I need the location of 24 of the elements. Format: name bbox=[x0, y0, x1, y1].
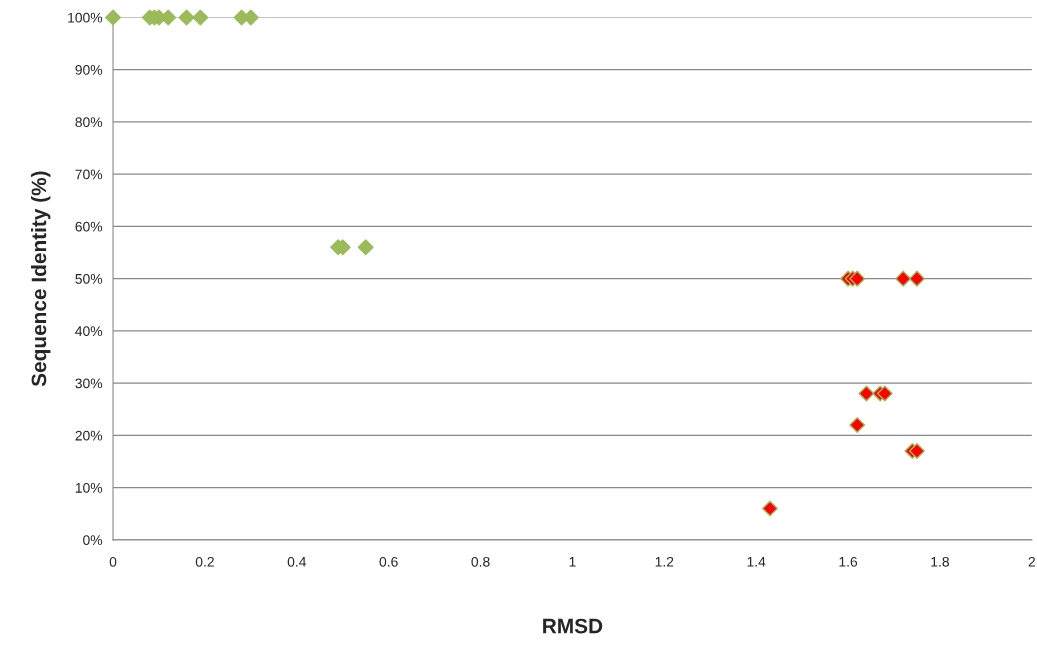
y-axis-title: Sequence Identity (%) bbox=[31, 171, 51, 387]
x-tick-label: 0.2 bbox=[195, 556, 214, 567]
y-tick-label: 80% bbox=[75, 117, 103, 128]
y-tick-label: 90% bbox=[75, 64, 103, 75]
x-tick-label: 1 bbox=[569, 557, 576, 567]
x-tick-label: 1.4 bbox=[747, 557, 766, 567]
x-tick-label: 0.4 bbox=[287, 556, 307, 567]
y-tick-label: 10% bbox=[75, 482, 103, 493]
x-tick-label: 1.2 bbox=[655, 556, 674, 567]
y-tick-label: 40% bbox=[75, 326, 103, 337]
y-tick-label: 30% bbox=[75, 378, 103, 389]
y-tick-label: 50% bbox=[75, 273, 103, 284]
x-tick-label: 1.8 bbox=[931, 556, 949, 567]
y-tick-label: 100% bbox=[68, 12, 103, 23]
x-axis-title: RMSD bbox=[543, 618, 603, 634]
y-tick-label: 0% bbox=[83, 535, 103, 546]
y-tick-label: 20% bbox=[75, 430, 103, 441]
y-tick-label: 60% bbox=[75, 221, 103, 232]
x-tick-label: 0 bbox=[109, 556, 117, 567]
x-tick-label: 1.6 bbox=[839, 556, 858, 567]
x-tick-label: 0.6 bbox=[379, 556, 398, 567]
y-tick-label: 70% bbox=[75, 169, 103, 180]
x-tick-label: 2 bbox=[1028, 556, 1035, 567]
x-tick-label: 0.8 bbox=[471, 556, 490, 567]
